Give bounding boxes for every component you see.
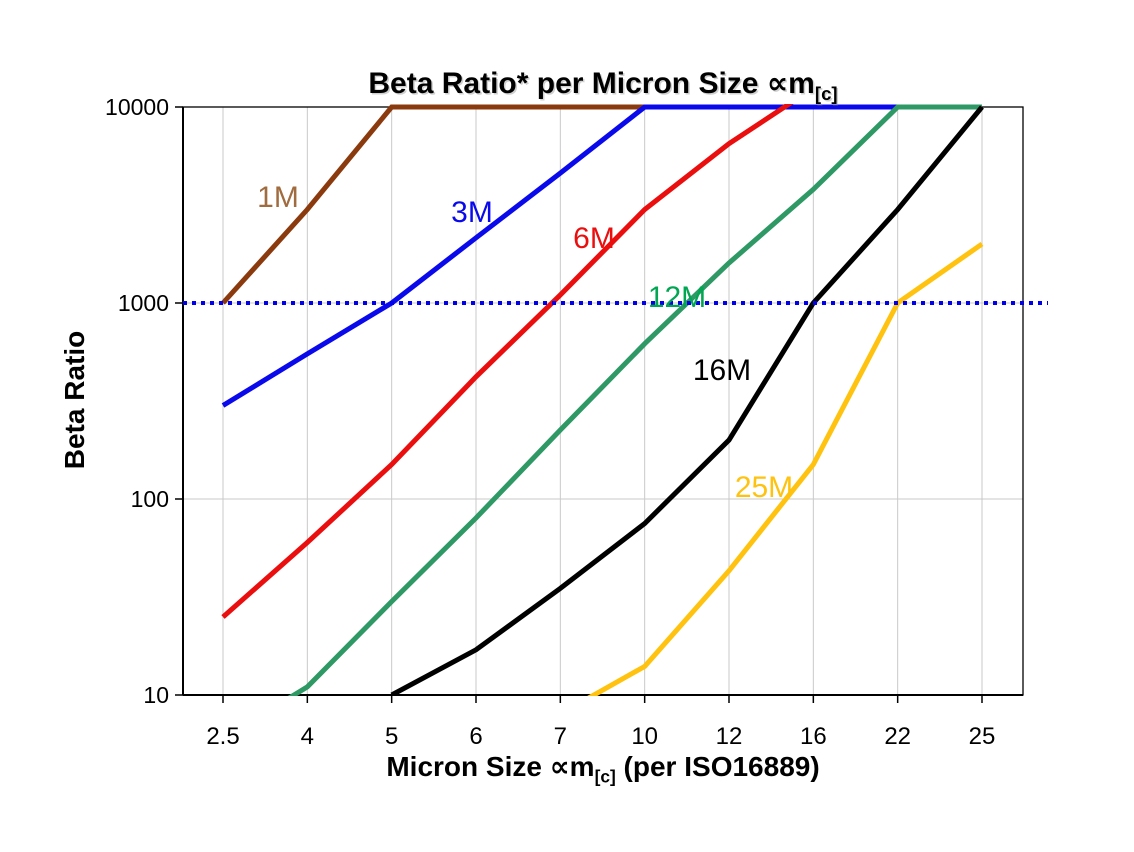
y-tick-label: 10000 (105, 94, 169, 120)
x-axis-title: Micron Size ∝m[c] (per ISO16889) (183, 750, 1023, 788)
series-label-12m: 12M (648, 281, 706, 314)
series-group (221, 104, 984, 696)
x-axis-title-subscript: [c] (594, 766, 616, 787)
series-line-12m (287, 104, 982, 696)
series-label-25m: 25M (735, 471, 793, 504)
series-label-3m: 3M (451, 196, 493, 229)
x-tick-label: 10 (631, 723, 658, 750)
y-tick-label: 100 (131, 486, 169, 512)
series-label-6m: 6M (573, 222, 615, 255)
x-tick-label: 6 (469, 723, 482, 750)
x-axis-title-suffix: (per ISO16889) (615, 751, 820, 782)
series-line-6m (221, 104, 794, 619)
plot-border (182, 106, 1024, 696)
x-tick-label: 16 (800, 723, 827, 750)
x-tick-label: 7 (554, 723, 567, 750)
x-tick-label: 4 (301, 723, 314, 750)
series-line-1m (221, 104, 645, 305)
x-tick-label: 2.5 (206, 723, 239, 750)
x-tick-label: 25 (969, 723, 996, 750)
series-line-25m (587, 241, 984, 696)
y-tick-label: 10 (143, 682, 169, 708)
chart-title-text: Beta Ratio* per Micron Size (368, 67, 767, 100)
series-label-16m: 16M (693, 354, 751, 387)
x-tick-label: 12 (716, 723, 743, 750)
y-tick-label: 1000 (118, 290, 169, 316)
x-tick-label: 5 (385, 723, 398, 750)
chart-title: Beta Ratio* per Micron Size ∝m[c] (183, 66, 1023, 105)
series-label-1m: 1M (257, 181, 299, 214)
series-line-16m (390, 105, 984, 696)
chart-title-symbol: ∝m (766, 67, 815, 100)
x-axis-title-text: Micron Size (386, 751, 550, 782)
x-axis-title-symbol: ∝m (549, 751, 595, 782)
chart-title-subscript: [c] (814, 83, 838, 104)
y-axis-title: Beta Ratio (59, 330, 90, 470)
x-tick-label: 22 (884, 723, 911, 750)
